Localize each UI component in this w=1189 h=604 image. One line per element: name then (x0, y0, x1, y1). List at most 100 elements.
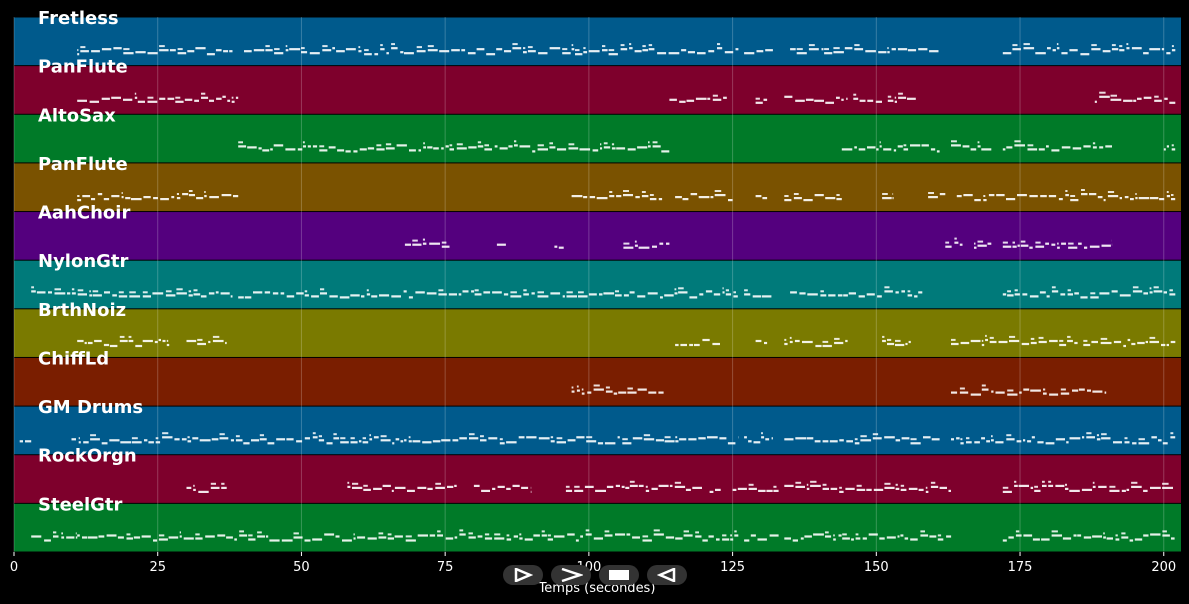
note-segment (19, 440, 32, 443)
note-segment (571, 384, 664, 395)
note-segment (238, 140, 670, 153)
note-segment (956, 189, 1176, 202)
track-lane (14, 503, 1181, 552)
track-label: NylonGtr (38, 251, 129, 272)
track-lane (14, 114, 1181, 163)
note-segment (755, 97, 768, 104)
note-segment (77, 190, 239, 202)
note-segment (951, 334, 1078, 347)
note-segment (784, 95, 848, 104)
note-segment (565, 480, 702, 492)
note-segment (732, 483, 779, 492)
note-segment (1002, 286, 1176, 299)
stop-button[interactable] (599, 565, 639, 585)
note-segment (496, 243, 506, 246)
note-segment (755, 339, 768, 345)
x-tick-label: 150 (864, 560, 889, 575)
x-tick-label: 0 (10, 560, 18, 575)
note-segment (744, 534, 779, 542)
track-lane (14, 406, 1181, 455)
note-segment (244, 43, 739, 56)
note-segment (186, 335, 227, 346)
note-segment (882, 335, 911, 347)
track-label: ChiffLd (38, 348, 109, 369)
note-segment (623, 240, 670, 249)
note-segment (1163, 144, 1176, 151)
track-lane (14, 212, 1181, 260)
note-segment (669, 94, 727, 103)
note-segment (238, 287, 738, 299)
note-segment (77, 45, 233, 56)
note-segment (186, 482, 227, 493)
note-segment (744, 49, 773, 55)
note-segment (1002, 480, 1173, 493)
note-segment (473, 484, 532, 493)
track-lane (14, 309, 1181, 357)
note-segment (755, 195, 768, 200)
note-layer (19, 43, 1176, 542)
x-tick-label: 50 (293, 560, 310, 575)
note-segment (31, 286, 233, 298)
x-tick-label: 125 (720, 560, 745, 575)
note-segment (404, 238, 450, 248)
track-lane (14, 163, 1181, 212)
x-axis: 0 25 50 75 100 125 150 175 200 (10, 552, 1176, 575)
note-segment (790, 44, 939, 55)
track-label: PanFlute (38, 57, 128, 78)
note-segment (790, 286, 923, 298)
track-label: AahChoir (38, 203, 130, 224)
fast-forward-button[interactable] (551, 565, 591, 585)
note-segment (77, 335, 170, 348)
track-label: BrthNoiz (38, 300, 126, 321)
note-segment (77, 92, 239, 103)
x-tick-label: 75 (437, 560, 454, 575)
play-button[interactable] (503, 565, 543, 585)
note-segment (347, 481, 457, 492)
track-lane (14, 357, 1181, 406)
note-segment (744, 289, 772, 298)
note-segment (1002, 530, 1175, 542)
note-segment (31, 531, 78, 542)
note-segment (571, 190, 663, 201)
note-segment (675, 190, 733, 202)
note-segment (887, 92, 916, 103)
track-label: Fretless (38, 8, 119, 29)
note-segment (945, 237, 963, 248)
note-segment (951, 140, 992, 151)
note-segment (1094, 91, 1176, 104)
track-label: GM Drums (38, 397, 143, 418)
note-segment (744, 432, 773, 444)
note-segment (1083, 336, 1176, 348)
track-lanes (14, 17, 1181, 552)
note-segment (554, 245, 564, 249)
x-tick-label: 25 (149, 560, 166, 575)
track-lane (14, 17, 1181, 66)
track-label: SteelGtr (38, 494, 123, 515)
track-label: RockOrgn (38, 446, 137, 467)
track-lane (14, 260, 1181, 309)
note-segment (675, 338, 720, 347)
track-lane (14, 455, 1181, 503)
note-segment (71, 432, 739, 445)
note-segment (784, 336, 848, 348)
note-segment (784, 433, 940, 445)
note-segment (784, 193, 842, 202)
note-segment (784, 480, 951, 493)
rewind-icon (657, 568, 676, 582)
note-segment (709, 488, 721, 493)
note-segment (951, 432, 1176, 445)
note-segment (1002, 239, 1113, 249)
note-segment (882, 193, 894, 200)
x-tick-label: 175 (1008, 560, 1033, 575)
fast-forward-icon (561, 568, 583, 582)
stop-icon (609, 570, 629, 580)
track-lane (14, 66, 1181, 114)
note-segment (784, 530, 952, 542)
x-tick-label: 200 (1151, 560, 1176, 575)
note-segment (974, 240, 992, 249)
track-labels: Fretless PanFlute AltoSax PanFlute AahChoir N… (38, 8, 143, 515)
track-label: PanFlute (38, 154, 128, 175)
rewind-button[interactable] (647, 565, 687, 585)
note-segment (1002, 43, 1176, 56)
